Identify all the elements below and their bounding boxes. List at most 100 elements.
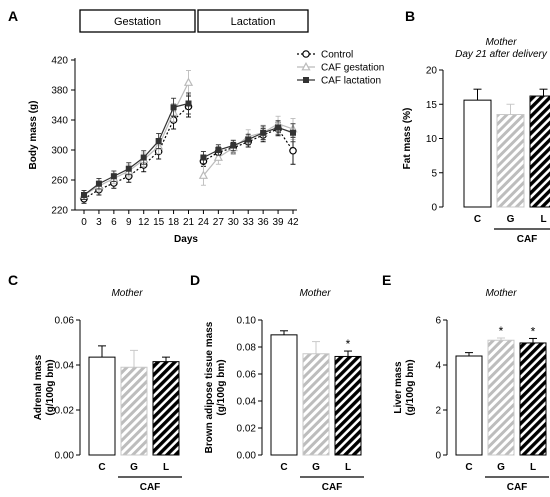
y-tick-label: 10	[426, 134, 438, 145]
data-point	[213, 152, 223, 161]
y-tick-label: 220	[51, 206, 68, 217]
data-point	[95, 180, 102, 187]
y-tick-label: 0.06	[55, 316, 75, 327]
category-label: G	[497, 462, 505, 473]
y-tick-label: 15	[426, 100, 438, 111]
legend-label: CAF lactation	[321, 76, 381, 87]
y-tick-label: 420	[51, 56, 68, 67]
y-axis-title: (g/100g bm)	[405, 359, 416, 415]
x-tick-label: 36	[258, 217, 270, 228]
category-label: C	[474, 214, 481, 225]
bar	[152, 361, 180, 456]
data-point	[302, 50, 310, 58]
x-tick-label: 15	[153, 217, 165, 228]
panel-letter: B	[405, 8, 415, 24]
x-tick-label: 21	[183, 217, 195, 228]
y-axis-title: Liver mass	[393, 361, 404, 414]
category-label: L	[530, 462, 536, 473]
bar	[487, 339, 515, 456]
y-tick-label: 300	[51, 146, 68, 157]
data-point	[260, 129, 267, 136]
panel-d-bar-chart: D Mother 0.00 0.02 0.04 0.06 0.08 0.10 Brown adi…	[190, 272, 364, 493]
phase-label: Gestation	[114, 16, 161, 28]
y-tick-label: 0.04	[55, 361, 75, 372]
data-point	[198, 170, 209, 179]
data-point	[301, 61, 311, 71]
data-point	[155, 138, 162, 144]
data-point	[125, 165, 132, 172]
y-tick-label: 5	[431, 168, 437, 179]
significance-marker: *	[531, 324, 536, 338]
bar	[88, 356, 116, 456]
y-tick-label: 0.10	[237, 316, 257, 327]
phase-label: Lactation	[231, 16, 276, 28]
group-label: CAF	[507, 482, 528, 493]
y-tick-label: 0.00	[237, 451, 257, 462]
bar	[334, 355, 362, 456]
y-axis-title: Brown adipose tissue mass	[204, 321, 215, 453]
panel-subtitle: Mother	[485, 37, 517, 48]
group-label: CAF	[140, 482, 161, 493]
significance-marker: *	[346, 337, 351, 351]
y-axis-title: Adrenal mass	[33, 354, 44, 420]
category-label: C	[98, 462, 105, 473]
x-tick-label: 6	[111, 217, 117, 228]
y-tick-label: 20	[426, 66, 438, 77]
data-point	[183, 77, 194, 86]
data-point	[200, 154, 207, 161]
y-axis-title: (g/100g bm)	[45, 359, 56, 415]
data-point	[245, 136, 252, 143]
x-axis-title: Days	[174, 234, 198, 245]
y-tick-label: 260	[51, 176, 68, 187]
bar	[519, 342, 547, 456]
x-tick-label: 42	[287, 217, 299, 228]
panel-letter: E	[382, 272, 391, 288]
y-tick-label: 0.02	[237, 424, 257, 435]
y-tick-label: 2	[435, 406, 441, 417]
x-tick-label: 39	[273, 217, 285, 228]
data-point	[140, 154, 147, 161]
y-axis-title: (g/100g bm)	[216, 359, 227, 415]
x-tick-label: 3	[96, 217, 102, 228]
x-tick-label: 12	[138, 217, 150, 228]
category-label: G	[130, 462, 138, 473]
category-label: L	[540, 214, 546, 225]
x-tick-label: 33	[243, 217, 255, 228]
data-point	[110, 173, 117, 180]
y-tick-label: 0.04	[237, 397, 257, 408]
data-point	[230, 142, 237, 149]
data-point	[275, 124, 282, 131]
panel-letter: D	[190, 272, 200, 288]
phase-box	[197, 9, 309, 33]
y-tick-label: 0.08	[237, 343, 257, 354]
panel-subtitle: Day 21 after delivery	[455, 49, 548, 60]
category-label: C	[465, 462, 472, 473]
data-point	[185, 100, 192, 107]
phase-box	[79, 9, 196, 33]
y-axis-title: Body mass (g)	[28, 101, 39, 170]
bar	[496, 114, 525, 208]
panel-letter: A	[8, 8, 18, 24]
bar	[463, 99, 492, 208]
x-tick-label: 9	[126, 217, 132, 228]
y-axis-title: Fat mass (%)	[402, 108, 413, 170]
x-tick-label: 30	[228, 217, 240, 228]
bar	[455, 355, 483, 456]
category-label: G	[507, 214, 515, 225]
data-point	[303, 77, 309, 83]
legend-label: CAF gestation	[321, 63, 384, 74]
data-point	[81, 192, 87, 198]
panel-letter: C	[8, 272, 18, 288]
data-point	[290, 129, 296, 136]
panel-c-bar-chart: C Mother 0.00 0.02 0.04 0.06 Adrenal mass (g/10…	[8, 272, 182, 493]
significance-marker: *	[499, 324, 504, 338]
data-point	[170, 104, 177, 111]
data-point	[215, 147, 222, 153]
y-tick-label: 0	[435, 451, 441, 462]
x-tick-label: 0	[81, 217, 87, 228]
y-tick-label: 4	[435, 361, 441, 372]
category-label: G	[312, 462, 320, 473]
